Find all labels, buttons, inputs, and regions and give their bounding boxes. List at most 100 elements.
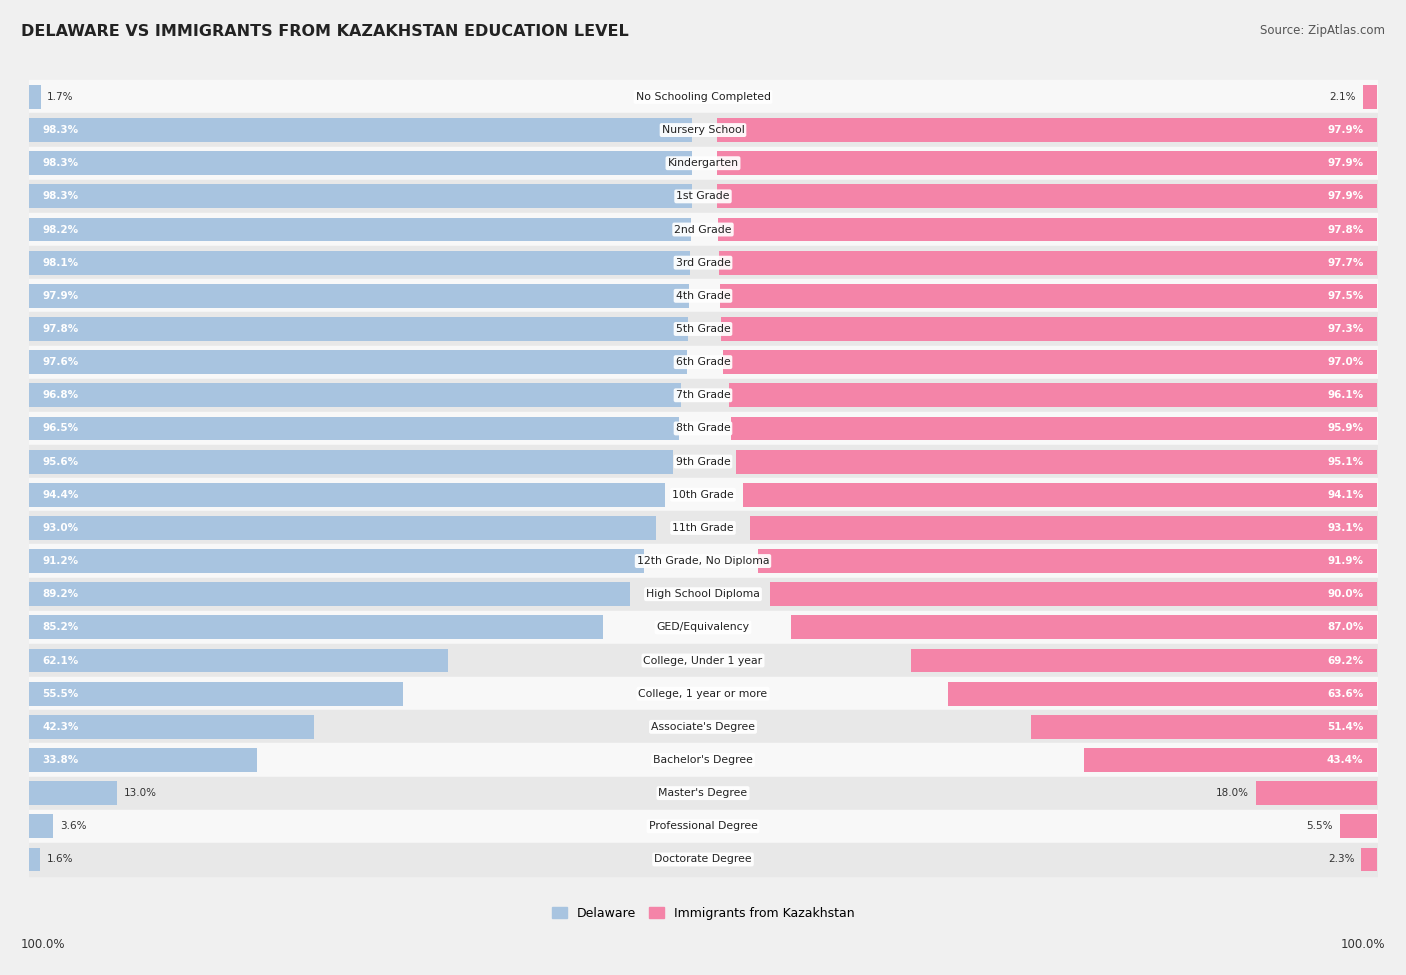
Bar <box>30 715 314 739</box>
Text: 97.9%: 97.9% <box>1327 158 1364 169</box>
Text: 95.9%: 95.9% <box>1327 423 1364 434</box>
Text: 97.9%: 97.9% <box>1327 191 1364 202</box>
Text: 98.2%: 98.2% <box>42 224 79 235</box>
Bar <box>30 483 665 507</box>
Text: 3.6%: 3.6% <box>60 821 87 832</box>
Bar <box>30 217 690 242</box>
Bar <box>1031 715 1376 739</box>
Text: Bachelor's Degree: Bachelor's Degree <box>652 755 754 765</box>
Bar <box>30 748 257 772</box>
Bar <box>948 682 1376 706</box>
Text: 94.1%: 94.1% <box>1327 489 1364 500</box>
Bar <box>717 184 1376 209</box>
Bar <box>770 582 1376 606</box>
Text: 51.4%: 51.4% <box>1327 722 1364 732</box>
Text: 33.8%: 33.8% <box>42 755 79 765</box>
Bar <box>731 416 1376 441</box>
Text: 43.4%: 43.4% <box>1327 755 1364 765</box>
Text: 1st Grade: 1st Grade <box>676 191 730 202</box>
Text: 96.1%: 96.1% <box>1327 390 1364 401</box>
Bar <box>758 549 1376 573</box>
Text: 2nd Grade: 2nd Grade <box>675 224 731 235</box>
Text: 1.7%: 1.7% <box>48 92 73 102</box>
Bar <box>30 416 679 441</box>
Bar <box>30 118 692 142</box>
Text: 2.3%: 2.3% <box>1329 854 1355 865</box>
Text: Nursery School: Nursery School <box>662 125 744 136</box>
Text: 97.8%: 97.8% <box>42 324 79 334</box>
Text: 7th Grade: 7th Grade <box>676 390 730 401</box>
Text: 11th Grade: 11th Grade <box>672 523 734 533</box>
Bar <box>30 516 655 540</box>
Text: Professional Degree: Professional Degree <box>648 821 758 832</box>
Text: College, Under 1 year: College, Under 1 year <box>644 655 762 666</box>
Text: 98.1%: 98.1% <box>42 257 79 268</box>
Text: 93.1%: 93.1% <box>1327 523 1364 533</box>
Bar <box>30 847 39 872</box>
Bar <box>30 582 630 606</box>
Text: 63.6%: 63.6% <box>1327 688 1364 699</box>
Text: 5.5%: 5.5% <box>1306 821 1333 832</box>
Text: 4th Grade: 4th Grade <box>676 291 730 301</box>
Text: Source: ZipAtlas.com: Source: ZipAtlas.com <box>1260 24 1385 37</box>
Text: Associate's Degree: Associate's Degree <box>651 722 755 732</box>
Bar <box>1362 85 1376 109</box>
Bar <box>717 151 1376 176</box>
Text: 97.9%: 97.9% <box>1327 125 1364 136</box>
Text: High School Diploma: High School Diploma <box>647 589 759 600</box>
Text: 2.1%: 2.1% <box>1330 92 1355 102</box>
Bar <box>30 781 117 805</box>
Bar <box>30 449 673 474</box>
Text: 9th Grade: 9th Grade <box>676 456 730 467</box>
Text: 1.6%: 1.6% <box>46 854 73 865</box>
Text: 97.7%: 97.7% <box>1327 257 1364 268</box>
Text: 100.0%: 100.0% <box>21 938 66 951</box>
Text: 95.6%: 95.6% <box>42 456 79 467</box>
Text: 18.0%: 18.0% <box>1216 788 1249 799</box>
Bar <box>30 814 53 838</box>
Bar <box>718 217 1376 242</box>
Bar <box>742 483 1376 507</box>
Text: 87.0%: 87.0% <box>1327 622 1364 633</box>
Text: 98.3%: 98.3% <box>42 158 79 169</box>
Text: 98.3%: 98.3% <box>42 125 79 136</box>
Text: 96.8%: 96.8% <box>42 390 79 401</box>
Bar <box>30 350 686 374</box>
Bar <box>30 317 688 341</box>
Bar <box>30 251 690 275</box>
Text: 97.3%: 97.3% <box>1327 324 1364 334</box>
Bar <box>790 615 1376 640</box>
Text: 94.4%: 94.4% <box>42 489 79 500</box>
Text: 93.0%: 93.0% <box>42 523 79 533</box>
Bar <box>30 85 41 109</box>
Text: 97.0%: 97.0% <box>1327 357 1364 368</box>
Bar <box>1256 781 1376 805</box>
Bar <box>718 251 1376 275</box>
Text: 98.3%: 98.3% <box>42 191 79 202</box>
Bar <box>723 350 1376 374</box>
Text: 5th Grade: 5th Grade <box>676 324 730 334</box>
Bar <box>720 284 1376 308</box>
Bar <box>30 549 644 573</box>
Text: 10th Grade: 10th Grade <box>672 489 734 500</box>
Text: 97.6%: 97.6% <box>42 357 79 368</box>
Text: 91.9%: 91.9% <box>1327 556 1364 566</box>
Legend: Delaware, Immigrants from Kazakhstan: Delaware, Immigrants from Kazakhstan <box>547 902 859 925</box>
Text: 8th Grade: 8th Grade <box>676 423 730 434</box>
Text: 42.3%: 42.3% <box>42 722 79 732</box>
Text: GED/Equivalency: GED/Equivalency <box>657 622 749 633</box>
Text: 85.2%: 85.2% <box>42 622 79 633</box>
Text: Master's Degree: Master's Degree <box>658 788 748 799</box>
Text: 97.5%: 97.5% <box>1327 291 1364 301</box>
Bar <box>911 648 1376 673</box>
Bar <box>721 317 1376 341</box>
Bar <box>30 682 404 706</box>
Text: 97.8%: 97.8% <box>1327 224 1364 235</box>
Bar <box>1084 748 1376 772</box>
Bar <box>30 284 689 308</box>
Bar <box>1340 814 1376 838</box>
Bar <box>730 383 1376 408</box>
Text: 97.9%: 97.9% <box>42 291 79 301</box>
Bar <box>30 615 603 640</box>
Text: 12th Grade, No Diploma: 12th Grade, No Diploma <box>637 556 769 566</box>
